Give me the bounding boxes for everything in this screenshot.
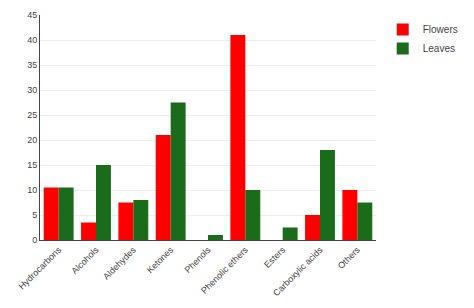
svg-text:Ketones: Ketones — [145, 244, 176, 275]
svg-text:Flowers: Flowers — [423, 24, 458, 35]
svg-text:Carboxylic acids: Carboxylic acids — [271, 244, 325, 298]
svg-text:Esters: Esters — [262, 244, 287, 269]
svg-text:0: 0 — [32, 235, 37, 245]
svg-text:Phenolic ethers: Phenolic ethers — [199, 244, 250, 295]
svg-text:45: 45 — [27, 10, 37, 20]
svg-text:Hydrocarbons: Hydrocarbons — [17, 244, 64, 291]
svg-text:10: 10 — [27, 185, 37, 195]
svg-text:15: 15 — [27, 160, 37, 170]
svg-text:Leaves: Leaves — [423, 43, 455, 54]
svg-text:30: 30 — [27, 85, 37, 95]
svg-text:Others: Others — [336, 244, 363, 271]
svg-text:5: 5 — [32, 210, 37, 220]
svg-text:25: 25 — [27, 110, 37, 120]
svg-text:Aldehydes: Aldehydes — [101, 244, 138, 281]
svg-text:20: 20 — [27, 135, 37, 145]
svg-text:Alcohols: Alcohols — [69, 244, 100, 275]
svg-text:40: 40 — [27, 35, 37, 45]
svg-text:Phenols: Phenols — [183, 244, 213, 274]
svg-text:35: 35 — [27, 60, 37, 70]
